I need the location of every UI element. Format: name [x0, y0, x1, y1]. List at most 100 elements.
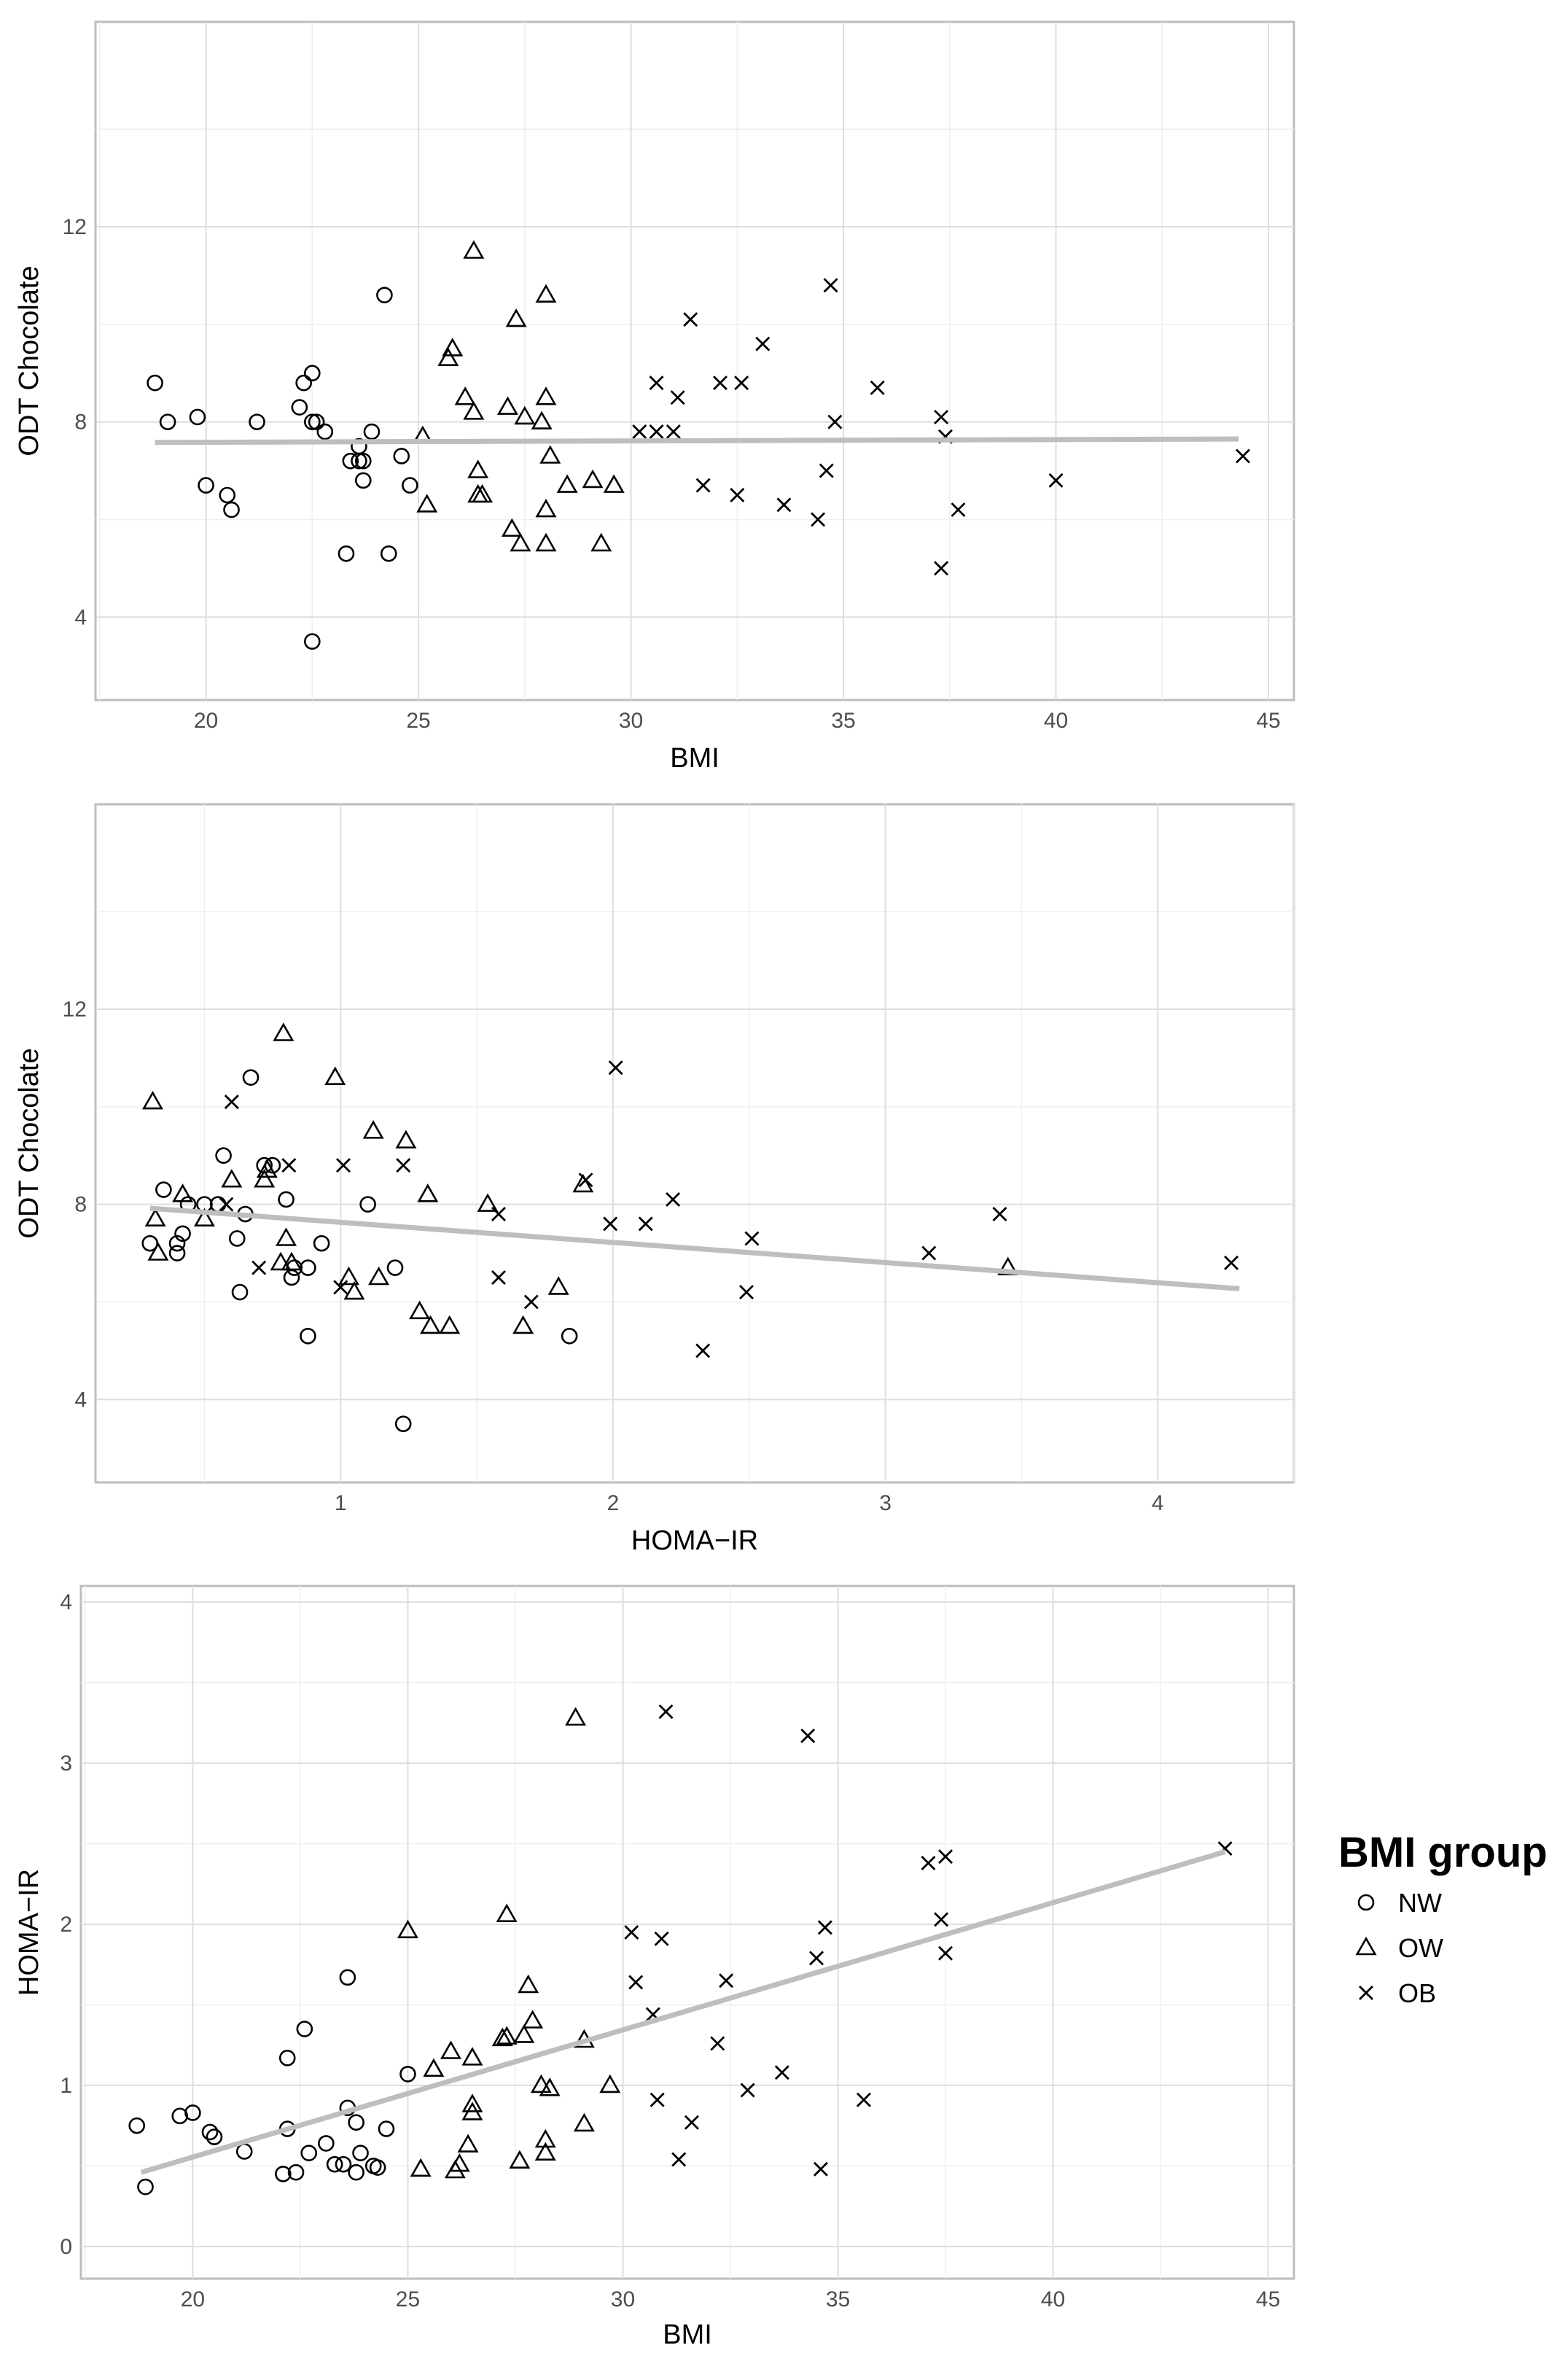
data-point-ow — [256, 1159, 278, 1178]
data-point-ow — [395, 1129, 417, 1148]
data-point-nw — [159, 413, 176, 430]
data-point-ow — [599, 2074, 621, 2093]
panel-1-x-ticks: 20 25 30 35 40 45 — [194, 709, 1281, 733]
data-point-ob — [578, 1173, 593, 1188]
data-point-nw — [249, 413, 265, 430]
panel-1-x-axis-title: BMI — [670, 743, 719, 774]
data-point-ob — [666, 424, 681, 440]
legend-label-nw: NW — [1398, 1888, 1442, 1918]
data-point-ow — [496, 2026, 518, 2045]
data-point-ob — [654, 1931, 669, 1946]
data-point-ob — [809, 1951, 824, 1966]
data-point-ow — [491, 2027, 513, 2047]
panel-1-fit — [155, 436, 1239, 446]
data-point-ob — [774, 2065, 789, 2080]
regression-line — [140, 1849, 1226, 2175]
data-point-nw — [352, 2145, 369, 2161]
data-point-ow — [461, 2047, 483, 2066]
data-point-nw — [300, 1327, 316, 1345]
data-point-nw — [304, 633, 321, 650]
data-point-ow — [457, 2134, 479, 2153]
data-point-ow — [343, 1280, 365, 1300]
x-tick-label: 35 — [826, 2287, 850, 2311]
data-point-ob — [744, 1231, 760, 1246]
data-point-nw — [189, 408, 206, 426]
data-point-ow — [324, 1066, 346, 1085]
data-point-nw — [351, 438, 367, 455]
x-tick-label: 40 — [1041, 2287, 1065, 2311]
panel-3-points — [128, 1704, 1233, 2196]
data-point-nw — [242, 1069, 260, 1086]
data-point-ob — [683, 312, 698, 327]
data-point-ow — [141, 1090, 163, 1110]
data-point-ow — [535, 284, 557, 303]
data-point-nw — [316, 423, 334, 440]
data-point-ow — [505, 308, 527, 327]
data-point-ob — [649, 376, 664, 391]
data-point-ow — [423, 2058, 445, 2077]
x-tick-label: 3 — [879, 1491, 892, 1515]
data-point-ob — [628, 1975, 644, 1990]
data-point-ow — [556, 474, 578, 493]
data-point-nw — [354, 472, 372, 489]
data-point-ob — [800, 1728, 816, 1743]
data-point-ow — [439, 1315, 461, 1334]
panel-2-x-axis-title: HOMA−IR — [631, 1525, 758, 1556]
data-point-ow — [417, 1183, 439, 1202]
y-tick-label: 4 — [60, 1590, 72, 1614]
legend-title: BMI group — [1338, 1829, 1548, 1876]
panel-3-y-ticks: 0 1 2 3 4 — [60, 1590, 72, 2259]
data-point-ob — [603, 1216, 618, 1232]
y-tick-label: 4 — [74, 1388, 87, 1412]
panel-2-y-axis-title: ODT Chocolate — [14, 1048, 44, 1238]
data-point-nw — [342, 452, 359, 470]
panel-2-fit — [149, 1205, 1240, 1291]
data-point-ob — [684, 2115, 699, 2130]
panel-1-odt-vs-bmi: 20 25 30 35 40 45 4 8 12 BMI ODT Chocolate — [14, 20, 1295, 774]
data-point-ow — [172, 1183, 194, 1202]
data-point-nw — [300, 2145, 318, 2161]
legend-entry-ob: OB — [1359, 1978, 1436, 2008]
legend-key-ow — [1355, 1936, 1377, 1956]
data-point-nw — [275, 2166, 292, 2182]
data-point-ow — [472, 483, 494, 503]
panel-1-points — [147, 240, 1251, 650]
data-point-nw — [399, 2066, 416, 2083]
data-point-ow — [362, 1120, 384, 1139]
data-point-ob — [712, 376, 728, 391]
data-point-ow — [535, 386, 557, 405]
data-point-nw — [168, 1245, 186, 1261]
data-point-ob — [695, 1343, 711, 1358]
data-point-ob — [755, 336, 771, 351]
data-point-nw — [376, 287, 393, 303]
data-point-ow — [997, 1256, 1019, 1275]
legend-entry-ow: OW — [1355, 1933, 1443, 1963]
panel-3-x-axis-title: BMI — [663, 2320, 712, 2350]
data-point-ob — [734, 376, 749, 391]
data-point-ow — [531, 411, 553, 429]
data-point-ob — [608, 1060, 623, 1076]
data-point-ob — [856, 2092, 871, 2107]
data-point-ow — [147, 1242, 169, 1261]
data-point-ow — [193, 1208, 215, 1226]
data-point-nw — [219, 486, 236, 504]
data-point-ow — [518, 1974, 539, 1994]
data-point-nw — [348, 2163, 364, 2181]
data-point-ow — [534, 2128, 556, 2148]
data-point-ob — [934, 561, 949, 576]
x-tick-label: 45 — [1256, 2287, 1280, 2311]
x-tick-label: 30 — [619, 709, 643, 733]
data-point-ob — [650, 2092, 665, 2107]
data-point-ob — [624, 1925, 639, 1940]
data-point-ob — [658, 1704, 674, 1719]
y-tick-label: 0 — [60, 2235, 72, 2259]
data-point-ob — [638, 1216, 653, 1232]
data-point-ob — [1236, 448, 1251, 464]
data-point-ow — [416, 494, 438, 513]
data-point-ob — [491, 1207, 506, 1221]
panel-3-y-axis-title: HOMA−IR — [14, 1869, 44, 1996]
data-point-nw — [278, 2050, 296, 2066]
x-tick-label: 45 — [1256, 709, 1280, 733]
